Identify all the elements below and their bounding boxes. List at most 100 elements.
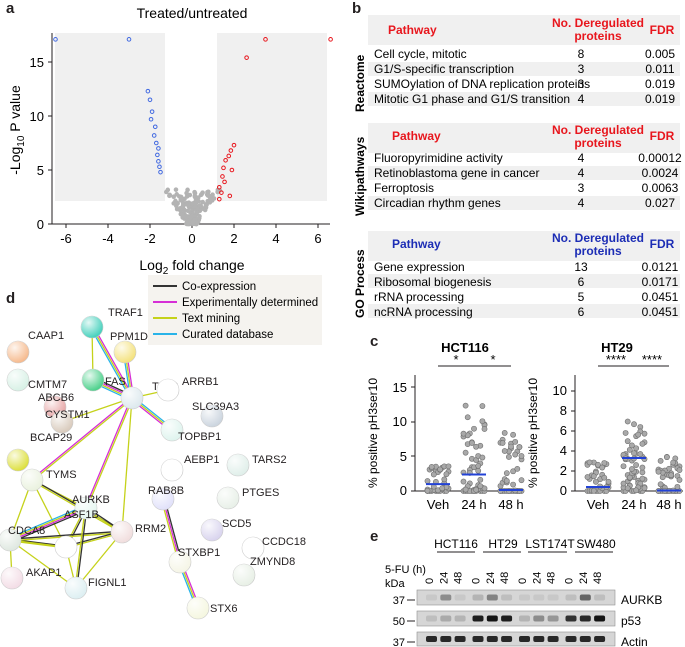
ht29-title: HT29: [601, 340, 633, 355]
network-label-akap1: AKAP1: [26, 567, 61, 579]
timepoint-label: 48: [546, 572, 558, 584]
volcano-x-ticks: -6 -4 -2 0 2 4 6: [60, 224, 322, 246]
legend-label-textmining: Text mining: [182, 313, 240, 325]
reactome-header-n2: proteins: [574, 29, 622, 43]
network-label-traf1: TRAF1: [108, 307, 143, 319]
go-header-fdr: FDR: [650, 237, 675, 251]
blot-band: [454, 615, 466, 622]
network-edge: [86, 398, 134, 509]
volcano-point-up: [227, 193, 233, 199]
volcano-point-down: [126, 37, 132, 42]
go-row-2-n: 6: [578, 275, 585, 289]
network-label-aebp1: AEBP1: [184, 454, 219, 466]
dot-point: [639, 475, 646, 482]
blot-band: [594, 594, 606, 601]
dot-point: [633, 487, 639, 494]
cell-line-sw480: SW480: [576, 537, 616, 551]
svg-text:4: 4: [272, 231, 279, 246]
volcano-point-down: [156, 146, 161, 151]
volcano-point-ns: [174, 192, 180, 197]
wiki-row-1-n: 4: [578, 151, 585, 165]
reactome-row-3-n: 3: [578, 77, 585, 91]
kda-p53: 50: [393, 616, 405, 628]
volcano-point-down: [154, 140, 159, 146]
dot-point: [516, 444, 523, 450]
timepoint-label: 24: [438, 572, 450, 584]
dot-point: [518, 453, 525, 459]
legend-label-coexpression: Co-expression: [182, 281, 256, 293]
legend-label-curated: Curated database: [182, 329, 273, 341]
dot-point: [655, 468, 662, 475]
reactome-row-1-pathway: Cell cycle, mitotic: [374, 47, 467, 61]
network-label-fas: FAS: [105, 376, 126, 388]
volcano-point-ns: [180, 215, 186, 220]
wiki-row-1-pathway: Fluoropyrimidine activity: [374, 151, 503, 165]
hct116-ytick-15: 15: [393, 380, 407, 395]
dot-point: [428, 464, 435, 470]
go-row-3-pathway: rRNA processing: [374, 290, 464, 304]
plot-ht29: HT29 0 2 4 6 8 10 Veh 24 h 48 h **** ***…: [553, 340, 683, 512]
go-row-3-n: 5: [578, 290, 585, 304]
dot-point: [590, 487, 597, 494]
dot-point: [624, 485, 631, 492]
network-label-ccdc18: CCDC18: [262, 536, 306, 548]
panel-label-e: e: [370, 528, 379, 545]
blot-timepoint-labels: 0 24 48 0 24 48 0 24 48 0 24 48: [424, 572, 604, 584]
go-row-3-fdr: 0.0451: [642, 290, 679, 304]
timepoint-label: 0: [424, 578, 436, 584]
dot-point: [508, 443, 514, 450]
dot-point: [479, 403, 486, 409]
blot-strips: [416, 589, 616, 647]
volcano-point-up: [217, 184, 222, 190]
blot-band: [440, 615, 452, 622]
kda-actin: 37: [393, 637, 405, 647]
dot-point: [663, 454, 670, 461]
ht29-xtick-veh: Veh: [587, 497, 609, 512]
network-edge: [9, 530, 122, 540]
blot-band: [579, 636, 591, 642]
hct116-ytick-10: 10: [393, 414, 407, 429]
blot-band: [565, 615, 577, 622]
volcano-point-down: [53, 37, 58, 42]
ht29-ytick-4: 4: [560, 443, 567, 458]
dot-point: [635, 431, 642, 438]
panel-label-b: b: [352, 0, 362, 17]
dot-point: [437, 466, 443, 473]
volcano-point-ns: [186, 203, 192, 209]
go-side-label: GO Process: [353, 249, 367, 318]
hct116-xtick-24h: 24 h: [461, 497, 486, 512]
reactome-header-n: No. Deregulated: [552, 16, 644, 30]
blot-band: [533, 615, 545, 622]
volcano-point-up: [263, 37, 268, 42]
blot-band: [594, 615, 606, 622]
svg-text:0: 0: [37, 217, 44, 232]
treatment-label: 5-FU (h): [385, 564, 426, 576]
dot-point: [637, 451, 644, 457]
dot-point: [639, 440, 646, 447]
blot-strip-p53: [416, 610, 616, 627]
volcano-point-down: [147, 97, 153, 103]
blot-cell-line-labels: HCT116 HT29 LST174T SW480: [434, 537, 616, 553]
volcano-y-ticks: 0 5 10 15: [30, 55, 52, 232]
blot-band: [472, 636, 484, 642]
dot-point: [469, 440, 475, 446]
volcano-point-ns: [196, 198, 201, 204]
blot-kda-markers: 37 50 37: [393, 595, 415, 647]
hct116-title: HCT116: [441, 340, 489, 355]
volcano-point-ns: [192, 189, 197, 195]
ht29-ytick-10: 10: [553, 383, 567, 398]
svg-text:2: 2: [230, 231, 237, 246]
volcano-shade-left: [55, 33, 165, 201]
dot-point: [657, 481, 664, 488]
hct116-sig-1: *: [453, 352, 458, 367]
dot-point: [633, 462, 639, 468]
volcano-point-up: [244, 55, 249, 60]
ht29-dots: [584, 418, 683, 494]
dot-point: [586, 459, 593, 466]
reactome-side-label: Reactome: [353, 54, 367, 112]
dot-point: [424, 487, 431, 494]
network-label-cmtm7: CMTM7: [28, 379, 67, 391]
dot-point: [624, 438, 631, 445]
wiki-header-fdr: FDR: [650, 129, 675, 143]
timepoint-label: 24: [485, 572, 497, 584]
